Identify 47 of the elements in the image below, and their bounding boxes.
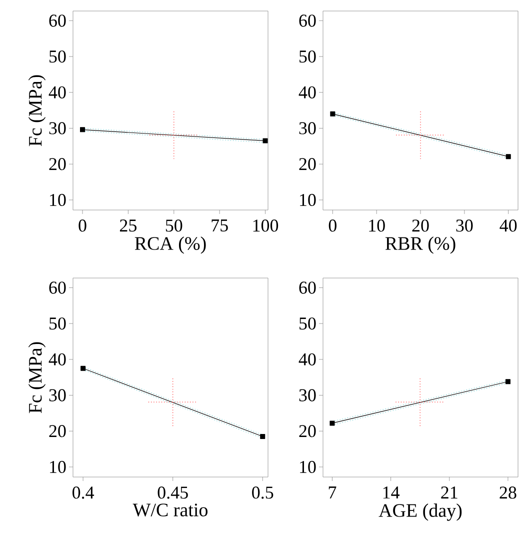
y-tick-label: 60 xyxy=(299,282,316,294)
x-tick-label: 0 xyxy=(78,220,86,232)
x-axis-title: RCA (%) xyxy=(134,236,206,254)
x-tick-label: 100 xyxy=(253,220,278,232)
x-tick-label: 50 xyxy=(166,220,182,232)
x-tick-label: 21 xyxy=(441,486,458,498)
x-tick-label: 25 xyxy=(120,220,136,232)
y-tick-label: 40 xyxy=(298,86,316,98)
y-tick-label: 30 xyxy=(299,389,316,402)
y-tick-label: 10 xyxy=(50,194,66,206)
y-tick-label: 30 xyxy=(49,389,66,402)
y-tick-label: 60 xyxy=(49,282,66,294)
y-tick-label: 40 xyxy=(48,86,66,98)
y-tick-label: 60 xyxy=(49,14,66,27)
y-tick-label: 50 xyxy=(50,317,66,330)
y-tick-label: 50 xyxy=(50,50,66,63)
y-tick-label: 40 xyxy=(298,353,316,366)
y-tick-label: 20 xyxy=(49,425,66,438)
x-tick-label: 75 xyxy=(212,220,228,232)
x-tick-label: 0.4 xyxy=(72,486,94,499)
x-tick-label: 0.45 xyxy=(158,486,188,499)
x-tick-label: 0.5 xyxy=(252,486,274,499)
x-tick-label: 14 xyxy=(383,486,400,498)
y-tick-label: 40 xyxy=(48,353,66,366)
y-tick-label: 30 xyxy=(299,122,316,134)
y-tick-label: 20 xyxy=(49,158,66,170)
y-tick-label: 60 xyxy=(299,14,316,27)
x-axis-title: W/C ratio xyxy=(132,504,208,516)
x-tick-label: 7 xyxy=(328,486,336,498)
x-tick-label: 30 xyxy=(456,220,473,232)
y-tick-label: 10 xyxy=(50,460,66,474)
x-axis-title: RBR (%) xyxy=(385,236,456,254)
x-tick-label: 10 xyxy=(369,220,385,232)
y-tick-label: 50 xyxy=(300,50,316,63)
x-axis-title: AGE (day) xyxy=(378,504,462,521)
x-tick-label: 20 xyxy=(412,220,429,232)
x-tick-label: 40 xyxy=(500,220,517,232)
y-tick-label: 50 xyxy=(300,317,316,330)
x-tick-label: 28 xyxy=(500,486,516,499)
x-tick-label: 0 xyxy=(328,220,336,232)
y-tick-label: 10 xyxy=(300,460,316,474)
y-axis-title: Fc (MPa) xyxy=(28,342,46,414)
y-tick-label: 10 xyxy=(300,194,316,206)
y-axis-title: Fc (MPa) xyxy=(28,75,46,146)
y-tick-label: 30 xyxy=(49,122,66,134)
y-tick-label: 20 xyxy=(299,158,316,170)
y-tick-label: 20 xyxy=(299,425,316,438)
